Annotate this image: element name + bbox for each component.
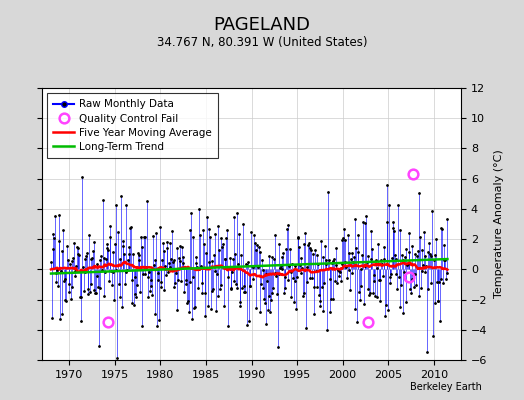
Legend: Raw Monthly Data, Quality Control Fail, Five Year Moving Average, Long-Term Tren: Raw Monthly Data, Quality Control Fail, …	[47, 93, 219, 158]
Text: Berkeley Earth: Berkeley Earth	[410, 382, 482, 392]
Y-axis label: Temperature Anomaly (°C): Temperature Anomaly (°C)	[494, 150, 504, 298]
Text: 34.767 N, 80.391 W (United States): 34.767 N, 80.391 W (United States)	[157, 36, 367, 49]
Text: PAGELAND: PAGELAND	[213, 16, 311, 34]
